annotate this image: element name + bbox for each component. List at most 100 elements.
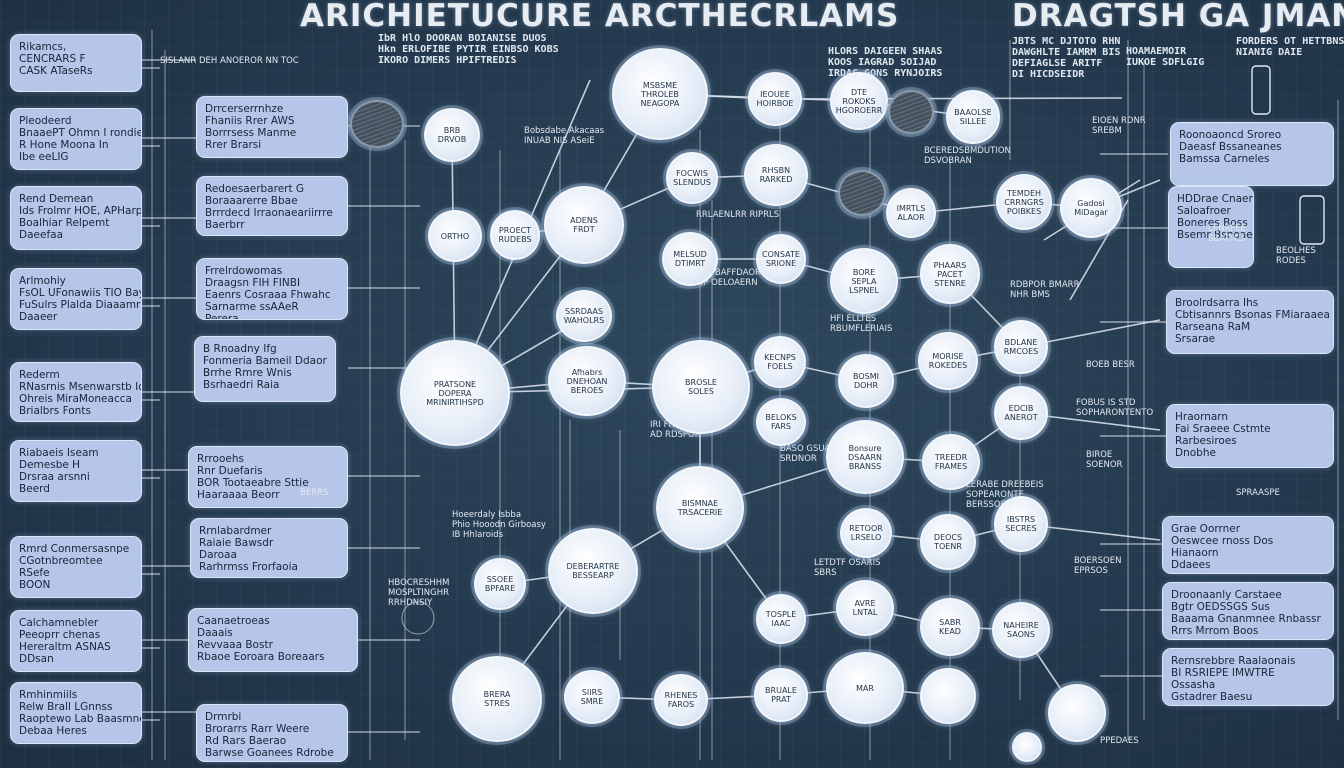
- diagram-label: BIROE SOENOR: [1086, 450, 1123, 470]
- diagram-node: SABR KEAD: [920, 598, 980, 656]
- right-subtitle-c: HOAMAEMOIR IUKOE SDFLGIG: [1126, 46, 1205, 68]
- diagram-node: IBSTRS SECRES: [994, 496, 1048, 552]
- diagram-label: LETDTF OSARIS SBRS: [814, 558, 881, 578]
- device-glyph: [1299, 195, 1325, 245]
- diagram-node: RHSBN RARKED: [744, 144, 808, 206]
- diagram-node: DEBERARTRE BESSEARP: [548, 528, 638, 614]
- diagram-node: [1012, 732, 1042, 762]
- right-subtitle-a: JBTS MC DJTOTO RHN DAWGHLTE IAMRM BIS DE…: [1012, 36, 1121, 80]
- diagram-node: MSBSME THROLEB NEAGOPA: [612, 48, 708, 140]
- diagram-node: SSOEE BPFARE: [474, 558, 526, 610]
- diagram-node: MAR: [826, 652, 904, 724]
- main-subtitle: IbR HlO DOORAN BOIANISE DUOS Hkn ERLOFIB…: [378, 33, 559, 66]
- diagram-node: BORE SEPLA LSPNEL: [830, 248, 898, 314]
- diagram-node: Afhabrs DNEHOAN BEROES: [548, 346, 626, 416]
- diagram-label: HBOCRESHHM MOSPLTINGHR RRHDNSIY: [388, 578, 450, 608]
- diagram-label: BERRS: [300, 488, 329, 498]
- diagram-label: BOEB BESR: [1086, 360, 1135, 370]
- diagram-node: BOSMI DOHR: [838, 354, 894, 408]
- diagram-node: BRUALE PRAT: [754, 668, 808, 722]
- left-panel: Rmrd Conmersasnpe CGotnbreomtee RSefe BO…: [10, 536, 142, 598]
- right-panel: Rernsrebbre Raalaonais BI RSRIEPE IMWTRE…: [1162, 648, 1334, 706]
- mid-panel: Rrnlabardmer Raiaie Bawsdr Daroaa Rarhrm…: [190, 518, 348, 578]
- connector-line: [774, 97, 1123, 100]
- diagram-label: HFI ELLTES RBUMFLERIAIS: [830, 314, 893, 334]
- diagram-node: MORISE ROKEDES: [918, 332, 978, 390]
- left-panel: Rikamcs, CENCRARS F CASK ATaseRs: [10, 34, 142, 92]
- diagram-node: TREEDR FRAMES: [922, 434, 980, 490]
- left-panel: Pleodeerd BnaaePT Ohmn I rondie R Hone M…: [10, 108, 142, 170]
- diagram-node: EDCIB ANEROT: [994, 386, 1048, 440]
- diagram-label: BEOLHES RODES: [1276, 246, 1316, 266]
- mid-panel: Rrrooehs Rnr Duefaris BOR Tootaeabre Stt…: [188, 446, 348, 508]
- diagram-node: ORTHO: [428, 210, 482, 262]
- diagram-label: LERABE DREEBEIS SOPEARONTE BERSSOE: [966, 480, 1044, 510]
- diagram-node: TEMDEH CRRNGRS POIBKES: [996, 174, 1052, 230]
- left-panel: Rmhinmiils Relw Brall LGnnss Raoptewo La…: [10, 682, 142, 744]
- diagram-node: RHENES FAROS: [654, 674, 708, 726]
- mid-subtitle: HLORS DAIGEEN SHAAS KOOS IAGRAD SOIJAD I…: [828, 46, 943, 79]
- diagram-label: LENRFEE SBATTCS: [1208, 224, 1247, 244]
- mid-panel: B Rnoadny Ifg Fonmeria Bameil Ddaor Brrh…: [194, 336, 336, 402]
- hatched-node: [888, 90, 934, 134]
- left-panel: Arlmohiy FsOL UFonawiis TIO Bay FuSulrs …: [10, 268, 142, 330]
- diagram-node: BROSLE SOLES: [652, 340, 750, 434]
- diagram-label: Bobsdabe Akacaas INUAB NIS ASeiE: [524, 126, 605, 146]
- diagram-node: SIIRS SMRE: [564, 670, 620, 724]
- diagram-label: RRLAENLRR RIPRLS: [696, 210, 780, 220]
- diagram-node: PRATSONE DOPERA MRINIRTIHSPD: [400, 340, 510, 446]
- diagram-node: Bonsure DSAARN BRANSS: [826, 420, 904, 494]
- diagram-node: NAHEIRE SAONS: [992, 602, 1050, 658]
- right-title: DRAGTSH GA JMAN: [1012, 0, 1344, 34]
- diagram-node: BRERA STRES: [452, 656, 542, 742]
- left-panel: Riabaeis Iseam Demesbe H Drsraa arsnni B…: [10, 440, 142, 502]
- diagram-node: RETOOR LRSELO: [840, 508, 892, 558]
- diagram-node: [1048, 684, 1106, 742]
- diagram-node: BELOKS FARS: [756, 398, 806, 446]
- diagram-node: Gadosi MiDagar: [1060, 178, 1122, 238]
- diagram-node: TOSPLE IAAC: [756, 594, 806, 644]
- mid-panel: Caanaetroeas Daaais Revvaaa Bostr Rbaoe …: [188, 608, 358, 672]
- diagram-node: ADENS FRDT: [544, 186, 624, 264]
- diagram-node: IMRTLS ALAOR: [886, 188, 936, 238]
- diagram-label: BASO GSUAS SRDNOR: [780, 444, 836, 464]
- right-panel: Droonaanly Carstaee Bgtr OEDSSGS Sus Baa…: [1162, 582, 1334, 640]
- diagram-node: DTE ROKOKS HGOROERR: [830, 72, 888, 130]
- diagram-node: AVRE LNTAL: [836, 580, 894, 636]
- diagram-node: DEOCS TOENR: [920, 514, 976, 570]
- left-panel: Rederm RNasrnis Msenwarstb Ionn Ohreis M…: [10, 362, 142, 422]
- left-panel: Calchamnebler Peeoprr chenas Hereraltm A…: [10, 610, 142, 672]
- device-glyph: [1251, 65, 1271, 115]
- right-subtitle-b: FORDERS OT HETTBNS NIANIG DAIE: [1236, 36, 1344, 58]
- diagram-node: [920, 668, 976, 724]
- diagram-node: FOCWIS SLENDUS: [666, 152, 718, 204]
- ring-marker: [401, 601, 435, 635]
- right-panel: Grae Oorrner Oeswcee rnoss Dos Hianaorn …: [1162, 516, 1334, 574]
- diagram-label: SISLANR DEH ANOEROR NN TOC: [160, 56, 299, 66]
- mid-panel: Drmrbi Brorarrs Rarr Weere Rd Rars Baera…: [196, 704, 348, 762]
- diagram-label: BCEREDSBMDUTION DSVOBRAN: [924, 146, 1011, 166]
- diagram-label: RDBPOR BMARR NHR BMS: [1010, 280, 1080, 300]
- diagram-node: PHAARS PACET STENRE: [920, 244, 980, 304]
- right-panel: Broolrdsarra Ihs Cbtisannrs Bsonas FMiar…: [1166, 290, 1334, 354]
- diagram-label: PPEDAES: [1100, 736, 1139, 746]
- diagram-node: MELSUD DTIMRT: [662, 232, 718, 286]
- right-panel: Hraornarn Fai Sraeee Cstmte Rarbesiroes …: [1166, 404, 1334, 468]
- diagram-node: IEOUEE HOIRBOE: [748, 72, 802, 126]
- diagram-label: Hoeerdaly Isbba Phio Hooodn Girboasy IB …: [452, 510, 546, 540]
- diagram-label: FOBUS IS STD SOPHARONTENTO: [1076, 398, 1154, 418]
- main-title: ARICHIETUCURE ARCTHECRLAMS: [300, 0, 900, 34]
- right-panel: HDDrae Cnaenso Saloafroer Boneres Boss B…: [1168, 186, 1254, 268]
- diagram-label: SPRAASPE: [1236, 488, 1280, 498]
- diagram-node: BISMNAE TRSACERIE: [656, 466, 744, 550]
- diagram-label: BOERSOEN EPRSOS: [1074, 556, 1122, 576]
- left-panel: Rend Demean Ids Frolmr HOE, APHarp Boalh…: [10, 186, 142, 250]
- diagram-node: CONSATE SRIONE: [756, 234, 806, 284]
- diagram-node: BRB DRVOB: [424, 108, 480, 162]
- diagram-node: BDLANE RMCOES: [994, 320, 1048, 374]
- mid-panel: Frrelrdowomas Draagsn FIH FINBI Eaenrs C…: [196, 258, 348, 320]
- diagram-label: EIOEN RDNR SREBM: [1092, 116, 1146, 136]
- diagram-node: SSRDAAS WAHOLRS: [556, 290, 612, 342]
- hatched-node: [350, 100, 404, 148]
